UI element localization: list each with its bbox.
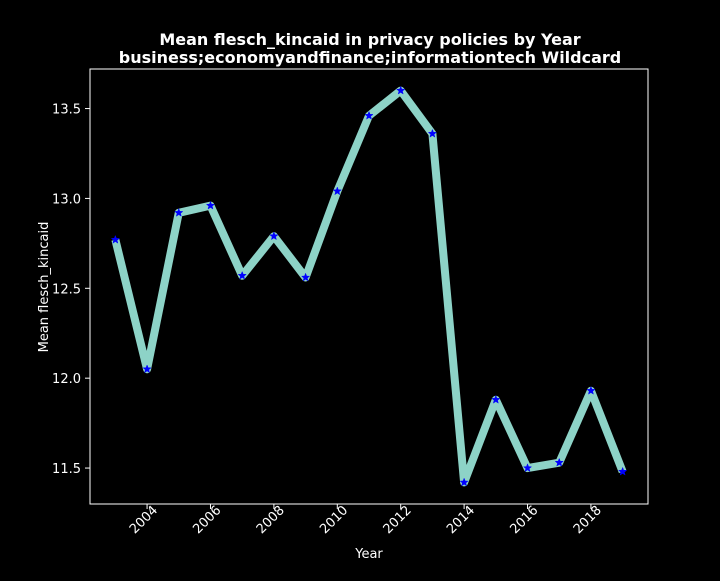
x-axis-label: Year [354, 547, 383, 562]
data-point-marker [332, 186, 342, 196]
y-tick-label: 13.0 [52, 192, 81, 207]
data-point-marker [142, 364, 152, 374]
data-point-marker [110, 234, 121, 244]
plot-area-frame [89, 68, 649, 505]
marker-group [110, 85, 628, 487]
data-point-marker [617, 466, 628, 476]
y-axis-ticks: 11.5 12.0 12.5 13.0 13.5 [52, 103, 90, 477]
y-tick-label: 13.5 [52, 103, 81, 118]
data-point-marker [459, 477, 469, 487]
data-point-marker [174, 207, 184, 217]
data-point-marker [237, 270, 247, 280]
data-point-marker [491, 394, 501, 404]
y-tick-label: 12.0 [52, 372, 81, 387]
data-point-marker [554, 457, 564, 467]
data-point-marker [427, 128, 438, 138]
data-point-marker [586, 385, 596, 395]
chart-subtitle: business;economyandfinance;informationte… [119, 48, 622, 67]
data-point-marker [396, 85, 406, 95]
y-tick-label: 12.5 [52, 282, 81, 297]
y-tick-label: 11.5 [52, 462, 81, 477]
data-point-marker [300, 272, 311, 282]
chart-title: Mean flesch_kincaid in privacy policies … [159, 30, 580, 49]
data-point-marker [364, 110, 374, 120]
y-axis-label: Mean flesch_kincaid [37, 222, 52, 353]
data-point-marker [522, 463, 533, 473]
data-point-marker [269, 231, 279, 241]
data-point-marker [205, 200, 216, 210]
